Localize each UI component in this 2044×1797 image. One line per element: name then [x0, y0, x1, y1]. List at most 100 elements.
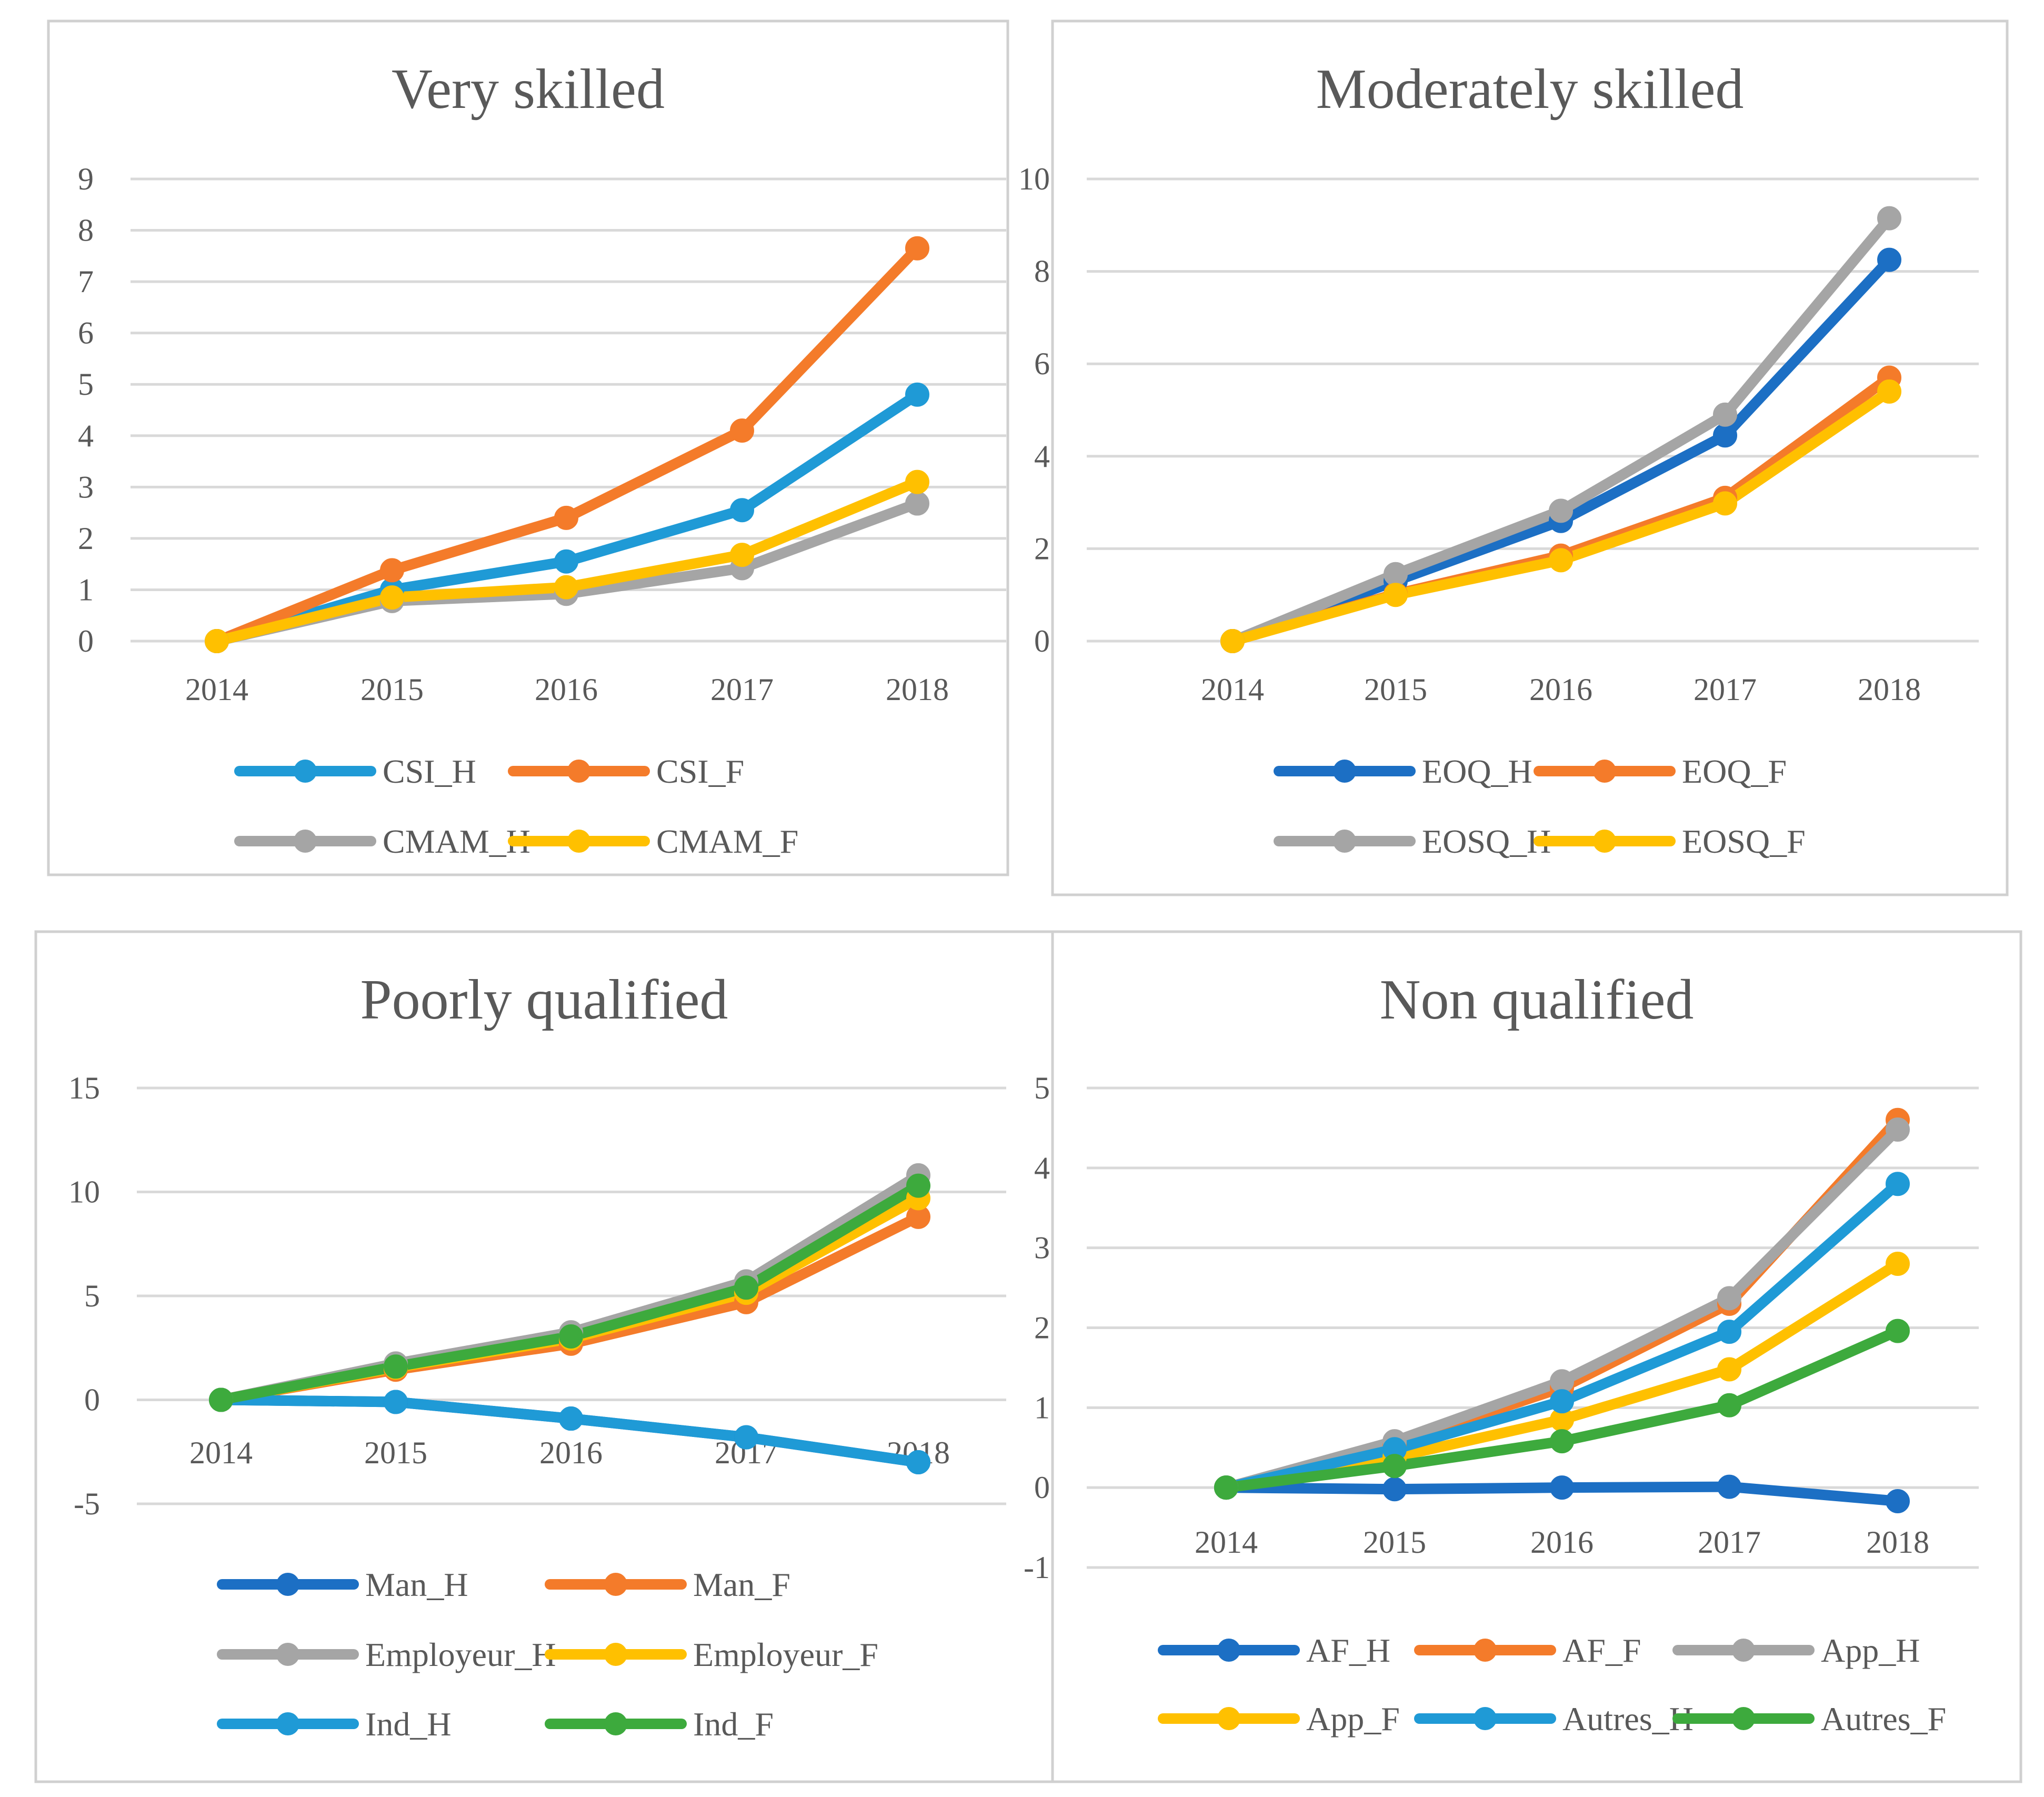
- legend-item: Man_H: [217, 1566, 468, 1603]
- data-point-csi-f: [554, 505, 578, 530]
- legend-item: Ind_H: [217, 1705, 452, 1743]
- legend-label: Employeur_F: [693, 1636, 878, 1673]
- chart-panel-1: Very skilled 0 1 2 3 4 5 6 7 8 9 2014 2015 2016 2017 20…: [47, 19, 1009, 876]
- legend-label: Autres_F: [1821, 1700, 1946, 1738]
- y-tick-label: 0: [78, 624, 94, 658]
- legend-label: Autres_H: [1562, 1700, 1694, 1738]
- legend-marker: [604, 1573, 627, 1596]
- y-tick-label: 5: [1034, 1071, 1050, 1105]
- y-tick-label: 10: [1018, 162, 1050, 196]
- legend-label: CMAM_H: [383, 823, 530, 860]
- data-point-csi-h: [730, 498, 754, 523]
- chart-border: [47, 19, 1009, 876]
- y-tick-label: 2: [1034, 1311, 1050, 1345]
- data-point-cmam-f: [205, 629, 229, 653]
- x-tick-label: 2015: [360, 672, 424, 707]
- data-point-autres-f: [1214, 1475, 1238, 1500]
- y-tick-label: 4: [1034, 439, 1050, 474]
- data-point-app-h: [1717, 1286, 1741, 1311]
- data-point-af-h: [1717, 1474, 1741, 1499]
- chart-title: Non qualified: [1380, 969, 1694, 1031]
- y-tick-label: 4: [1034, 1151, 1050, 1185]
- data-point-autres-h: [1550, 1389, 1574, 1414]
- y-tick-label: 6: [1034, 346, 1050, 381]
- data-point-af-h: [1382, 1477, 1407, 1502]
- x-tick-label: 2014: [189, 1435, 253, 1470]
- data-point-eosq-h: [1877, 206, 1901, 231]
- x-tick-label: 2018: [1858, 672, 1921, 707]
- legend-label: AF_F: [1562, 1632, 1641, 1669]
- y-tick-label: 0: [1034, 1470, 1050, 1505]
- chart-title: Moderately skilled: [1316, 58, 1744, 121]
- legend-marker: [567, 760, 590, 783]
- legend-label: EOQ_F: [1682, 753, 1787, 790]
- legend-marker: [1474, 1639, 1497, 1662]
- legend-label: CSI_F: [656, 753, 744, 790]
- data-point-ind-f: [559, 1324, 583, 1349]
- data-point-ind-h: [384, 1390, 408, 1414]
- legend-item: EOQ_H: [1274, 753, 1532, 790]
- data-point-cmam-f: [730, 543, 754, 567]
- data-point-autres-f: [1550, 1429, 1574, 1454]
- data-point-eoq-h: [1713, 423, 1737, 448]
- legend-marker: [1474, 1707, 1497, 1730]
- data-point-eosq-f: [1549, 548, 1573, 573]
- x-tick-label: 2015: [364, 1435, 427, 1470]
- data-point-ind-f: [209, 1387, 233, 1412]
- x-tick-label: 2017: [710, 672, 774, 707]
- legend-label: EOSQ_F: [1682, 823, 1806, 860]
- legend-marker: [604, 1712, 627, 1735]
- legend-label: Ind_H: [365, 1705, 452, 1743]
- x-tick-label: 2016: [1529, 672, 1592, 707]
- y-tick-label: 2: [1034, 531, 1050, 566]
- legend-marker: [1333, 760, 1356, 783]
- data-point-ind-h: [734, 1425, 758, 1450]
- chart-border: [1051, 19, 2009, 896]
- data-point-eosq-h: [1713, 402, 1737, 427]
- data-point-autres-f: [1382, 1454, 1407, 1479]
- y-tick-label: 9: [78, 162, 94, 196]
- legend-item: Employeur_F: [545, 1636, 878, 1673]
- data-point-app-f: [1886, 1252, 1910, 1276]
- y-tick-label: 0: [84, 1383, 100, 1417]
- data-point-eosq-h: [1384, 562, 1408, 586]
- x-tick-label: 2014: [1195, 1525, 1258, 1560]
- legend-label: EOSQ_H: [1422, 823, 1551, 860]
- y-tick-label: 8: [78, 213, 94, 248]
- y-tick-label: 6: [78, 316, 94, 351]
- legend-label: App_F: [1306, 1700, 1400, 1738]
- y-tick-label: 0: [1034, 624, 1050, 658]
- y-tick-label: 5: [78, 367, 94, 402]
- y-tick-label: 3: [1034, 1231, 1050, 1265]
- legend-item: App_H: [1672, 1632, 1920, 1669]
- legend-item: EOQ_F: [1534, 753, 1787, 790]
- legend-label: Man_F: [693, 1566, 790, 1603]
- y-tick-label: -5: [74, 1486, 100, 1521]
- data-point-csi-f: [380, 558, 404, 583]
- legend-label: AF_H: [1306, 1632, 1390, 1669]
- x-tick-label: 2017: [1694, 672, 1757, 707]
- legend-label: Man_H: [365, 1566, 468, 1603]
- legend-marker: [294, 760, 317, 783]
- chart-panel-2: Moderately skilled 0 2 4 6 8 10 2014 2015 2016 201…: [1018, 19, 2009, 896]
- data-point-cmam-f: [380, 585, 404, 610]
- legend-item: Man_F: [545, 1566, 790, 1603]
- data-point-ind-f: [384, 1354, 408, 1379]
- x-tick-label: 2016: [539, 1435, 603, 1470]
- legend-marker: [1217, 1639, 1240, 1662]
- chart-title: Poorly qualified: [360, 969, 728, 1031]
- legend-marker: [604, 1643, 627, 1666]
- chart-title: Very skilled: [392, 58, 665, 121]
- data-point-ind-f: [734, 1275, 758, 1300]
- data-point-app-h: [1886, 1117, 1910, 1142]
- legend-item: Autres_H: [1414, 1700, 1694, 1738]
- data-point-af-h: [1550, 1475, 1574, 1500]
- x-tick-label: 2018: [1866, 1525, 1929, 1560]
- data-point-eosq-f: [1384, 583, 1408, 607]
- legend-label: CMAM_F: [656, 823, 798, 860]
- legend-marker: [1732, 1707, 1755, 1730]
- y-tick-label: 10: [68, 1175, 100, 1210]
- legend-marker: [1732, 1639, 1755, 1662]
- legend-marker: [1333, 830, 1356, 853]
